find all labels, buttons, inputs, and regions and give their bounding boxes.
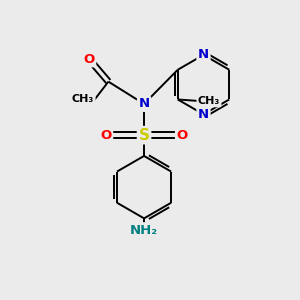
Text: N: N bbox=[198, 48, 209, 62]
Text: CH₃: CH₃ bbox=[198, 96, 220, 106]
Text: O: O bbox=[100, 129, 112, 142]
Text: O: O bbox=[83, 53, 95, 66]
Text: NH₂: NH₂ bbox=[130, 224, 158, 237]
Text: O: O bbox=[176, 129, 188, 142]
Text: N: N bbox=[139, 98, 150, 110]
Text: N: N bbox=[198, 108, 209, 121]
Text: S: S bbox=[139, 128, 150, 142]
Text: CH₃: CH₃ bbox=[72, 94, 94, 104]
